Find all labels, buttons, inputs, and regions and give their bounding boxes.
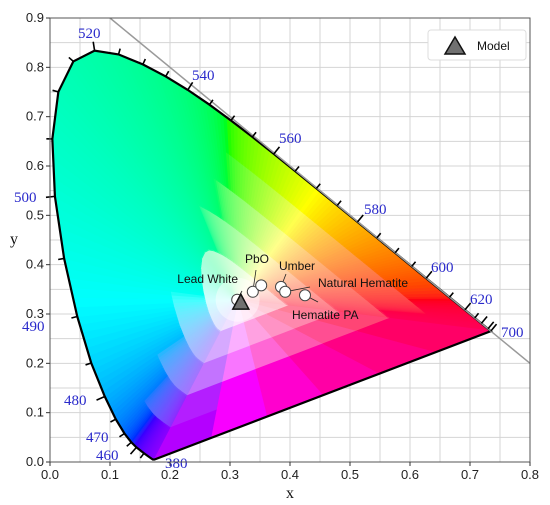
wavelength-reference-line [109,17,531,364]
sample-label: Umber [279,259,315,273]
x-tick-label: 0.1 [101,467,119,482]
locus-tick [294,165,300,172]
wavelength-label-480: 480 [64,393,87,409]
legend: Model [427,29,527,61]
x-tick-label: 0.2 [161,467,179,482]
sample-label: Hematite PA [292,308,358,322]
x-tick-label: 0.4 [281,467,299,482]
locus-tick [425,270,433,279]
wavelength-label-540: 540 [192,68,215,84]
wavelength-label-490: 490 [22,319,45,335]
locus-tick [230,115,236,121]
wavelength-label-500: 500 [14,190,37,206]
locus-tick [376,232,382,239]
locus-tick [139,452,145,459]
y-tick-label: 0.8 [26,59,44,74]
x-tick-label: 0.0 [41,467,59,482]
y-tick-label: 0.4 [26,257,44,272]
locus-tick [448,292,454,298]
locus-tick [315,183,321,189]
locus-tick [490,323,498,332]
locus-tick [117,48,121,55]
locus-tick [411,261,417,267]
x-tick-label: 0.7 [461,467,479,482]
locus-tick [92,41,96,51]
locus-tick [85,362,92,366]
y-tick-label: 0.0 [26,454,44,469]
locus-tick [110,418,117,423]
y-tick-label: 0.5 [26,207,44,222]
wavelength-label-470: 470 [86,430,109,446]
x-tick-labels: 0.0 0.1 0.2 0.3 0.4 0.5 0.6 0.7 0.8 [41,467,539,482]
sample-points [231,279,311,306]
chromaticity-fill [52,50,491,460]
locus-tick [165,70,170,77]
chromaticity-patch [105,297,141,306]
locus-tick [119,432,125,438]
x-tick-label: 0.6 [401,467,419,482]
locus-tick [96,395,106,401]
locus-tick [142,58,147,65]
sample-label: PbO [245,252,269,266]
sample-point [299,289,311,302]
legend-label-model: Model [477,39,510,53]
y-tick-label: 0.6 [26,158,44,173]
wavelength-label-620: 620 [470,292,493,308]
locus-tick [71,315,78,319]
sample-point [255,279,268,292]
locus-tick [208,99,214,106]
wavelength-labels: 380 460 470 480 490 500 520 540 560 580 600 620 700 [14,26,524,472]
y-axis-title: y [10,231,18,248]
locus-tick [126,441,132,447]
locus-tick [464,302,472,311]
y-tick-label: 0.1 [26,405,44,420]
chromaticity-patch [72,296,109,308]
wavelength-label-560: 560 [279,131,302,147]
wavelength-label-380: 380 [165,456,188,472]
sample-label: Natural Hematite [318,276,408,290]
locus-tick [356,214,364,223]
wavelength-label-580: 580 [364,202,387,218]
sample-point [279,285,292,298]
wavelength-label-460: 460 [96,448,119,464]
locus-tick [273,146,281,155]
wavelength-label-700: 700 [501,325,524,341]
wavelength-label-520: 520 [78,26,101,42]
model-triangle [231,292,251,310]
y-tick-labels: 0.0 0.1 0.2 0.3 0.4 0.5 0.6 0.7 0.8 0.9 [26,10,44,469]
sample-label: Lead White [177,272,238,286]
x-axis-title: x [286,485,294,502]
locus-tick [68,56,74,63]
locus-tick [58,257,65,261]
locus-tick [336,200,342,206]
axis-ticks [46,17,531,466]
locus-tick [52,89,59,93]
y-tick-label: 0.7 [26,109,44,124]
y-tick-label: 0.2 [26,355,44,370]
legend-triangle-icon [443,35,467,55]
locus-tick [480,315,488,324]
y-tick-label: 0.3 [26,306,44,321]
locus-tick [187,81,194,91]
model-point [231,292,251,310]
x-tick-label: 0.5 [341,467,359,482]
wavelength-ticks [45,41,498,459]
x-tick-label: 0.3 [221,467,239,482]
locus-tick [474,312,480,319]
locus-tick [129,446,138,455]
wavelength-label-600: 600 [431,260,454,276]
locus-tick [251,131,257,138]
x-tick-label: 0.8 [521,467,539,482]
locus-tick [394,247,400,254]
sample-point [246,285,259,298]
locus-tick [487,321,495,330]
y-tick-label: 0.9 [26,10,44,25]
